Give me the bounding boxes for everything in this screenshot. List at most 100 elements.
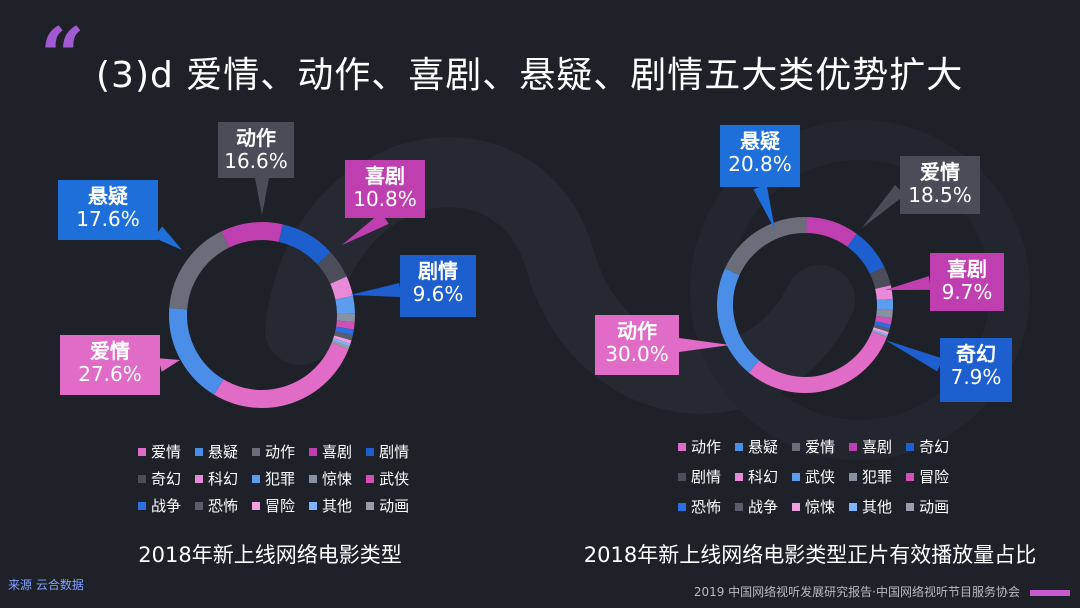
callout-suspense: 悬疑 17.6% [58,180,158,240]
legend: 动作 悬疑 爱情 喜剧 奇幻 剧情 科幻 武侠 犯罪 冒险 恐怖 战争 惊悚 其他 动画 [678,436,949,517]
legend-swatch [678,502,686,511]
page-title: (3)d 爱情、动作、喜剧、悬疑、剧情五大类优势扩大 [96,55,964,96]
legend-swatch [849,472,858,481]
legend-label: 奇幻 [151,470,182,488]
legend-label: 武侠 [379,470,410,488]
legend-label: 爱情 [805,438,836,456]
slice-5 [317,252,347,285]
callout-action-2: 动作 30.0% [595,315,679,375]
callout-drama: 剧情 9.6% [400,255,476,317]
legend-item: 冒险 [252,495,295,516]
legend-swatch [906,472,915,481]
legend-swatch [252,474,261,483]
slice-2 [169,231,230,310]
legend-item: 武侠 [792,466,835,487]
legend-swatch [195,474,204,483]
legend-item: 犯罪 [849,466,892,487]
legend-item: 其他 [309,495,352,516]
legend-swatch [309,501,318,510]
slice-13 [872,329,888,337]
legend-swatch [678,442,686,451]
legend-item: 奇幻 [138,468,181,489]
slice-0 [214,342,349,408]
legend-swatch [138,447,146,456]
slice-1 [169,307,224,395]
legend-item: 科幻 [735,466,778,487]
callout-pointer-0 [753,184,775,230]
legend-item: 喜剧 [849,436,892,457]
legend-item: 战争 [735,496,778,517]
legend-swatch [735,442,744,451]
donut-chart-2-svg [679,184,943,393]
legend-item: 其他 [849,496,892,517]
chart-title: 2018年新上线网络电影类型正片有效播放量占比 [583,543,1037,567]
legend-label: 武侠 [805,468,836,486]
legend-label: 爱情 [151,443,182,461]
legend-item: 悬疑 [195,441,238,462]
legend-swatch [792,502,801,511]
slice-10 [335,326,354,336]
callout-suspense-2: 悬疑 20.8% [720,125,800,187]
legend-label: 奇幻 [919,438,950,456]
slice-13 [332,338,351,347]
slice-6 [330,276,354,300]
callout-pointer-4 [679,338,730,352]
legend-swatch [366,501,375,510]
legend-label: 动作 [265,443,296,461]
legend-label: 恐怖 [208,497,239,515]
slice-11 [334,331,353,341]
slice-9 [336,320,355,330]
donut-chart-film-types: 爱情 27.6% 悬疑 17.6% 动作 16.6% 喜剧 10.8% 剧情 9… [58,122,476,567]
legend-label: 动画 [379,497,410,515]
slice-10 [874,321,891,330]
legend-swatch [735,502,744,511]
legend-label: 动画 [919,498,950,516]
donut-chart-play-share: 悬疑 20.8% 爱情 18.5% 喜剧 9.7% 奇幻 7.9% 动作 30.… [540,0,1080,608]
legend-swatch [792,472,801,481]
legend-swatch [309,474,318,483]
legend-label: 科幻 [748,468,779,486]
legend-label: 其他 [862,498,893,516]
legend-item: 科幻 [195,468,238,489]
legend-item: 惊悚 [309,468,352,489]
legend-label: 犯罪 [265,470,296,488]
legend-item: 惊悚 [792,496,835,517]
slice-7 [335,295,355,314]
slice-12 [333,335,352,344]
legend-label: 动作 [691,438,722,456]
legend-swatch [138,474,146,483]
callout-pointer-1 [862,185,905,228]
legend-label: 战争 [748,498,779,516]
legend-label: 战争 [151,497,182,515]
slice-9 [875,315,892,325]
source-label: 来源 云合数据 [8,578,84,592]
legend-label: 恐怖 [691,498,722,516]
legend-item: 悬疑 [735,436,778,457]
callout-pointer-2 [255,178,269,215]
legend-swatch [849,502,858,511]
legend-item: 冒险 [906,466,949,487]
callout-romance-2: 爱情 18.5% [900,156,980,214]
legend: 爱情 悬疑 动作 喜剧 剧情奇幻 科幻 犯罪 惊悚 武侠战争 恐怖 冒险 其他 动画 [138,441,409,516]
callout-pointer-0 [158,358,180,372]
callout-pointer-4 [350,283,401,297]
legend-item: 爱情 [792,436,835,457]
slice-14 [331,340,350,350]
legend-swatch [138,501,146,510]
legend-label: 其他 [322,497,353,515]
slice-4 [278,224,331,265]
legend-label: 冒险 [265,497,296,515]
legend-swatch [252,501,261,510]
callout-romance: 爱情 27.6% [60,335,160,395]
legend-item: 动画 [366,495,409,516]
legend-swatch [366,447,375,456]
legend-label: 剧情 [379,443,410,461]
legend-item: 喜剧 [309,441,352,462]
legend-swatch [849,442,858,451]
slice-6 [875,285,893,301]
legend-label: 悬疑 [208,443,239,461]
legend-label: 悬疑 [748,438,779,456]
legend-label: 喜剧 [862,438,893,456]
legend-swatch [366,474,375,483]
legend-label: 喜剧 [322,443,353,461]
